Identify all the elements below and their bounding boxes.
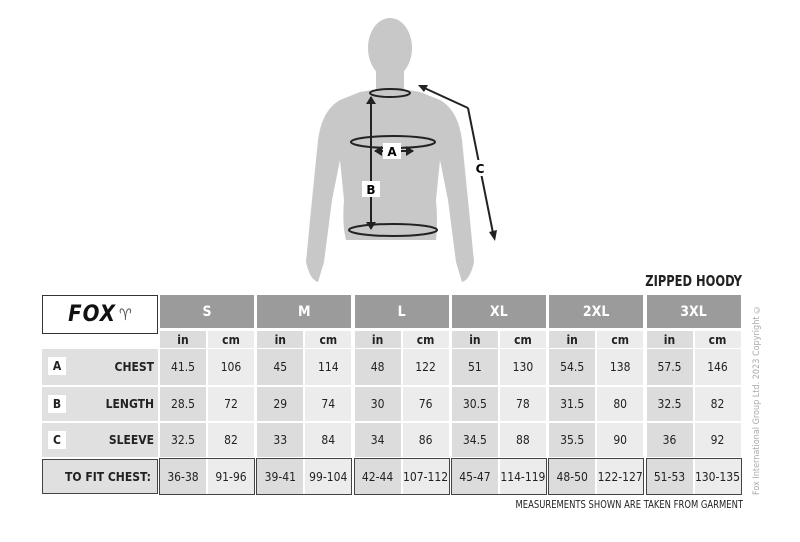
value-cm: 122: [402, 349, 449, 385]
unit-in: in: [451, 331, 498, 348]
fit-box: [256, 458, 353, 495]
value-in: 31.5: [549, 387, 596, 421]
value-cm: 114: [305, 349, 352, 385]
value-cm: 76: [402, 387, 449, 421]
value-in: 32.5: [646, 387, 693, 421]
brand-logo: FOX ♈: [42, 295, 158, 334]
body-diagram: A B C: [306, 18, 497, 282]
value-in: 30.5: [451, 387, 498, 421]
label-b: B: [366, 183, 375, 197]
fit-cm: 130-135: [694, 459, 741, 494]
value-cm: 80: [597, 387, 644, 421]
row-name: LENGTH: [105, 397, 154, 411]
fox-head-icon: ♈: [118, 305, 132, 324]
fit-in: 51-53: [646, 459, 693, 494]
value-in: 33: [257, 423, 304, 457]
value-cm: 146: [694, 349, 741, 385]
fit-cm: 99-104: [305, 459, 352, 494]
value-in: 54.5: [549, 349, 596, 385]
size-header-2XL: 2XL: [549, 295, 644, 328]
unit-in: in: [257, 331, 304, 348]
value-cm: 106: [208, 349, 254, 385]
value-in: 57.5: [646, 349, 693, 385]
unit-cm: cm: [597, 331, 644, 348]
copyright: Fox International Group Ltd. 2023 Copyri…: [752, 303, 762, 495]
value-in: 28.5: [160, 387, 206, 421]
fit-box: [159, 458, 255, 495]
value-in: 36: [646, 423, 693, 457]
fit-box: [548, 458, 645, 495]
unit-cm: cm: [499, 331, 546, 348]
fit-cm: 107-112: [402, 459, 449, 494]
value-in: 35.5: [549, 423, 596, 457]
value-cm: 92: [694, 423, 741, 457]
fit-box: [353, 458, 450, 495]
fit-cm: 114-119: [499, 459, 546, 494]
unit-in: in: [549, 331, 596, 348]
size-header-S: S: [160, 295, 254, 328]
unit-in: in: [646, 331, 693, 348]
fit-cm: 91-96: [208, 459, 254, 494]
value-in: 51: [451, 349, 498, 385]
value-in: 34.5: [451, 423, 498, 457]
fit-cm: 122-127: [597, 459, 644, 494]
unit-in: in: [160, 331, 206, 348]
unit-in: in: [354, 331, 401, 348]
value-cm: 130: [499, 349, 546, 385]
label-a: A: [387, 145, 397, 159]
fit-box: [450, 458, 547, 495]
value-cm: 82: [208, 423, 254, 457]
value-cm: 90: [597, 423, 644, 457]
value-cm: 86: [402, 423, 449, 457]
unit-cm: cm: [402, 331, 449, 348]
size-header-M: M: [257, 295, 352, 328]
label-c: C: [476, 162, 485, 176]
value-in: 48: [354, 349, 401, 385]
row-letter: B: [48, 395, 66, 413]
value-in: 34: [354, 423, 401, 457]
value-in: 45: [257, 349, 304, 385]
row-name: CHEST: [114, 360, 154, 374]
value-cm: 84: [305, 423, 352, 457]
fit-in: 39-41: [257, 459, 304, 494]
size-header-XL: XL: [451, 295, 546, 328]
value-cm: 78: [499, 387, 546, 421]
product-title: ZIPPED HOODY: [645, 272, 742, 290]
fit-in: 45-47: [451, 459, 498, 494]
fit-in: 42-44: [354, 459, 401, 494]
value-in: 30: [354, 387, 401, 421]
row-letter: A: [48, 357, 66, 375]
value-cm: 138: [597, 349, 644, 385]
value-cm: 82: [694, 387, 741, 421]
logo-text: FOX: [68, 302, 116, 327]
value-cm: 74: [305, 387, 352, 421]
unit-cm: cm: [208, 331, 254, 348]
fit-box: [645, 458, 742, 495]
unit-cm: cm: [694, 331, 741, 348]
unit-cm: cm: [305, 331, 352, 348]
fit-in: 36-38: [160, 459, 206, 494]
value-in: 29: [257, 387, 304, 421]
value-in: 32.5: [160, 423, 206, 457]
measurement-note: MEASUREMENTS SHOWN ARE TAKEN FROM GARMEN…: [515, 498, 743, 511]
fit-chest-label: TO FIT CHEST:: [42, 459, 158, 494]
value-in: 41.5: [160, 349, 206, 385]
row-name: SLEEVE: [108, 433, 154, 447]
value-cm: 88: [499, 423, 546, 457]
size-header-3XL: 3XL: [646, 295, 741, 328]
size-header-L: L: [354, 295, 449, 328]
fit-in: 48-50: [549, 459, 596, 494]
value-cm: 72: [208, 387, 254, 421]
row-letter: C: [48, 431, 66, 449]
